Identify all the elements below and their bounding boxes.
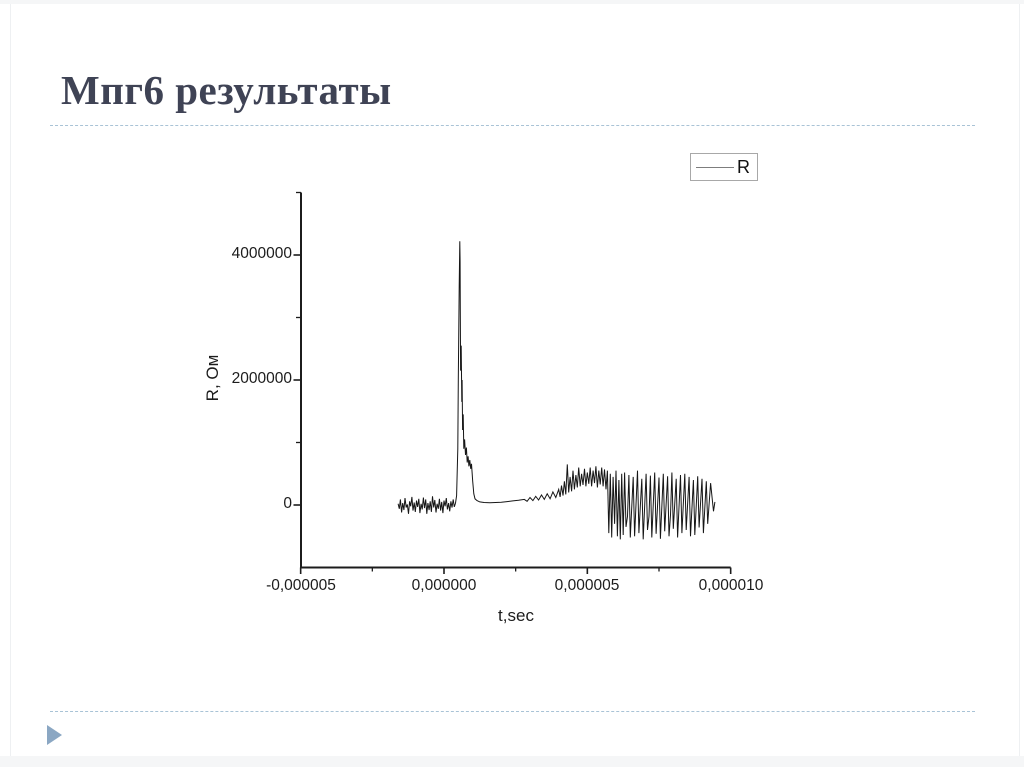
slide-border-left xyxy=(10,4,11,756)
y-axis-title: R, Ом xyxy=(203,354,222,402)
slide-border-top xyxy=(0,0,1024,4)
title-underline xyxy=(50,125,975,126)
y-tick-label: 2000000 xyxy=(231,370,292,387)
y-tick-label: 0 xyxy=(283,495,292,512)
x-tick-label: 0,000000 xyxy=(411,577,477,594)
slide-border-right xyxy=(1019,4,1020,756)
slide-border-bottom xyxy=(0,756,1024,767)
footer-dashed-rule xyxy=(50,711,975,712)
page-title: Мпг6 результаты xyxy=(61,67,392,113)
legend-label: R xyxy=(737,156,750,177)
x-tick-label: 0,000005 xyxy=(554,577,620,594)
legend-box: R xyxy=(690,153,758,181)
series-R-trace xyxy=(397,241,716,540)
x-tick-label: 0,000010 xyxy=(698,577,764,594)
x-axis-title: t,sec xyxy=(498,606,534,625)
slide-arrow-icon xyxy=(47,725,62,745)
legend-line-swatch xyxy=(696,166,734,168)
y-tick-label: 4000000 xyxy=(231,245,292,262)
x-tick-label: -0,000005 xyxy=(266,577,336,594)
